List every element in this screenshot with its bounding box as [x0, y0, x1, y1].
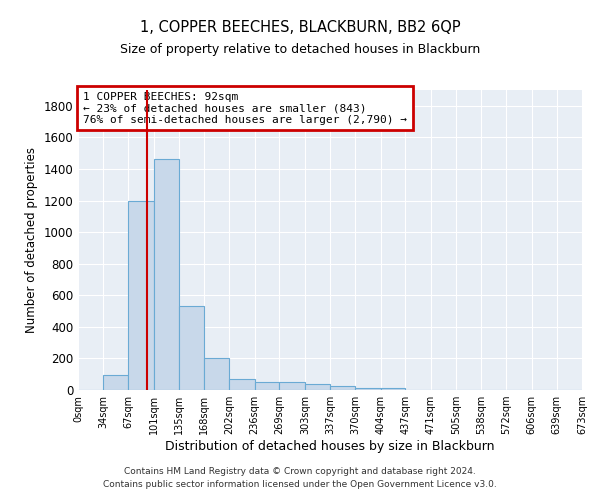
Bar — [103, 375, 128, 390]
Bar — [255, 382, 280, 390]
Bar — [179, 306, 204, 390]
Text: Contains public sector information licensed under the Open Government Licence v3: Contains public sector information licen… — [103, 480, 497, 489]
Bar — [128, 200, 154, 390]
Bar — [331, 386, 355, 390]
Bar — [204, 358, 229, 390]
Text: 1 COPPER BEECHES: 92sqm
← 23% of detached houses are smaller (843)
76% of semi-d: 1 COPPER BEECHES: 92sqm ← 23% of detache… — [83, 92, 407, 124]
Bar — [305, 384, 331, 390]
Bar — [154, 160, 179, 390]
Text: Size of property relative to detached houses in Blackburn: Size of property relative to detached ho… — [120, 42, 480, 56]
Bar — [229, 379, 255, 390]
Bar — [280, 382, 305, 390]
Y-axis label: Number of detached properties: Number of detached properties — [25, 147, 38, 333]
X-axis label: Distribution of detached houses by size in Blackburn: Distribution of detached houses by size … — [165, 440, 495, 453]
Text: Contains HM Land Registry data © Crown copyright and database right 2024.: Contains HM Land Registry data © Crown c… — [124, 467, 476, 476]
Bar — [380, 388, 405, 390]
Text: 1, COPPER BEECHES, BLACKBURN, BB2 6QP: 1, COPPER BEECHES, BLACKBURN, BB2 6QP — [140, 20, 460, 35]
Bar — [355, 388, 380, 390]
